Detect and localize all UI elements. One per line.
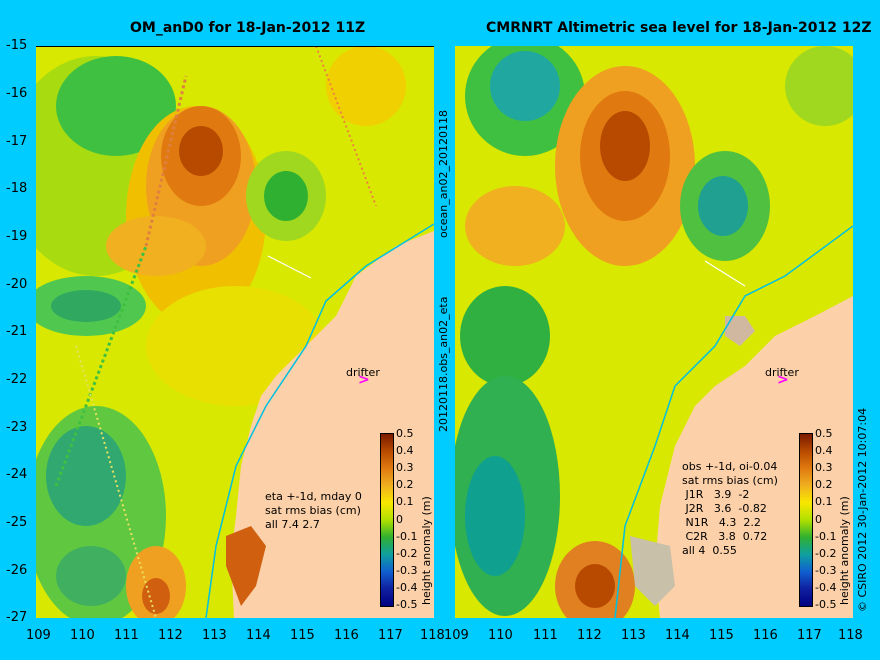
x-tick: 114	[246, 628, 271, 643]
y-tick: -18	[6, 181, 28, 196]
colorbar-tick: 0.4	[815, 444, 833, 457]
colorbar-tick: -0.3	[815, 564, 837, 577]
y-tick: -20	[6, 277, 28, 292]
colorbar-tick: 0.4	[396, 444, 414, 457]
colorbar-tick: 0.3	[396, 461, 414, 474]
x-tick: 113	[621, 628, 646, 643]
x-tick: 111	[114, 628, 139, 643]
y-tick: -15	[6, 38, 28, 53]
x-tick: 115	[290, 628, 315, 643]
x-tick: 117	[797, 628, 822, 643]
right-map-panel	[455, 46, 853, 618]
left-vertical-label-1: ocean_an02_20120118	[437, 110, 450, 238]
colorbar-tick: -0.5	[396, 598, 418, 611]
left-map-panel	[36, 46, 434, 618]
y-tick: -19	[6, 229, 28, 244]
x-tick: 109	[444, 628, 469, 643]
left-drifter-label: drifter	[346, 366, 380, 379]
colorbar-tick: -0.4	[815, 581, 837, 594]
right-drifter-arrow-icon: >	[777, 372, 789, 388]
x-tick: 110	[70, 628, 95, 643]
colorbar-tick: -0.4	[396, 581, 418, 594]
y-tick: -25	[6, 515, 28, 530]
x-tick: 110	[488, 628, 513, 643]
right-sea-level-map	[455, 46, 853, 618]
colorbar-tick: 0	[396, 513, 403, 526]
right-annotation: obs +-1d, oi-0.04 sat rms bias (cm) J1R …	[682, 460, 778, 557]
left-colorbar	[380, 433, 394, 607]
colorbar-tick: -0.1	[396, 530, 418, 543]
right-panel-title: CMRNRT Altimetric sea level for 18-Jan-2…	[486, 20, 872, 36]
left-sea-level-map	[36, 46, 434, 618]
y-tick: -26	[6, 563, 28, 578]
colorbar-tick: 0.1	[396, 495, 414, 508]
left-panel-title: OM_anD0 for 18-Jan-2012 11Z	[130, 20, 366, 36]
copyright-label: © CSIRO 2012 30-Jan-2012 10:07:04	[856, 407, 869, 612]
colorbar-tick: -0.3	[396, 564, 418, 577]
left-colorbar-label: height anomaly (m)	[420, 496, 433, 605]
x-tick: 118	[420, 628, 445, 643]
colorbar-tick: -0.2	[815, 547, 837, 560]
x-tick: 113	[202, 628, 227, 643]
y-tick: -16	[6, 86, 28, 101]
colorbar-tick: 0.1	[815, 495, 833, 508]
colorbar-tick: 0.5	[396, 427, 414, 440]
left-drifter-arrow-icon: >	[358, 372, 370, 388]
x-tick: 111	[533, 628, 558, 643]
y-tick: -23	[6, 420, 28, 435]
colorbar-tick: -0.5	[815, 598, 837, 611]
x-tick: 112	[158, 628, 183, 643]
y-tick: -27	[6, 610, 28, 625]
x-tick: 116	[334, 628, 359, 643]
x-tick: 116	[753, 628, 778, 643]
x-tick: 118	[838, 628, 863, 643]
y-tick: -21	[6, 324, 28, 339]
left-annotation: eta +-1d, mday 0 sat rms bias (cm) all 7…	[265, 490, 362, 531]
left-vertical-label-2: 20120118.obs_an02_eta	[437, 296, 450, 432]
right-colorbar-label: height anomaly (m)	[838, 496, 851, 605]
x-tick: 114	[665, 628, 690, 643]
colorbar-tick: -0.1	[815, 530, 837, 543]
x-tick: 112	[577, 628, 602, 643]
x-tick: 117	[378, 628, 403, 643]
right-drifter-label: drifter	[765, 366, 799, 379]
colorbar-tick: 0.3	[815, 461, 833, 474]
y-tick: -17	[6, 134, 28, 149]
colorbar-tick: 0.5	[815, 427, 833, 440]
x-tick: 109	[26, 628, 51, 643]
y-tick: -24	[6, 467, 28, 482]
colorbar-tick: 0	[815, 513, 822, 526]
right-colorbar	[799, 433, 813, 607]
y-tick: -22	[6, 372, 28, 387]
colorbar-tick: 0.2	[815, 478, 833, 491]
x-tick: 115	[709, 628, 734, 643]
colorbar-tick: 0.2	[396, 478, 414, 491]
colorbar-tick: -0.2	[396, 547, 418, 560]
